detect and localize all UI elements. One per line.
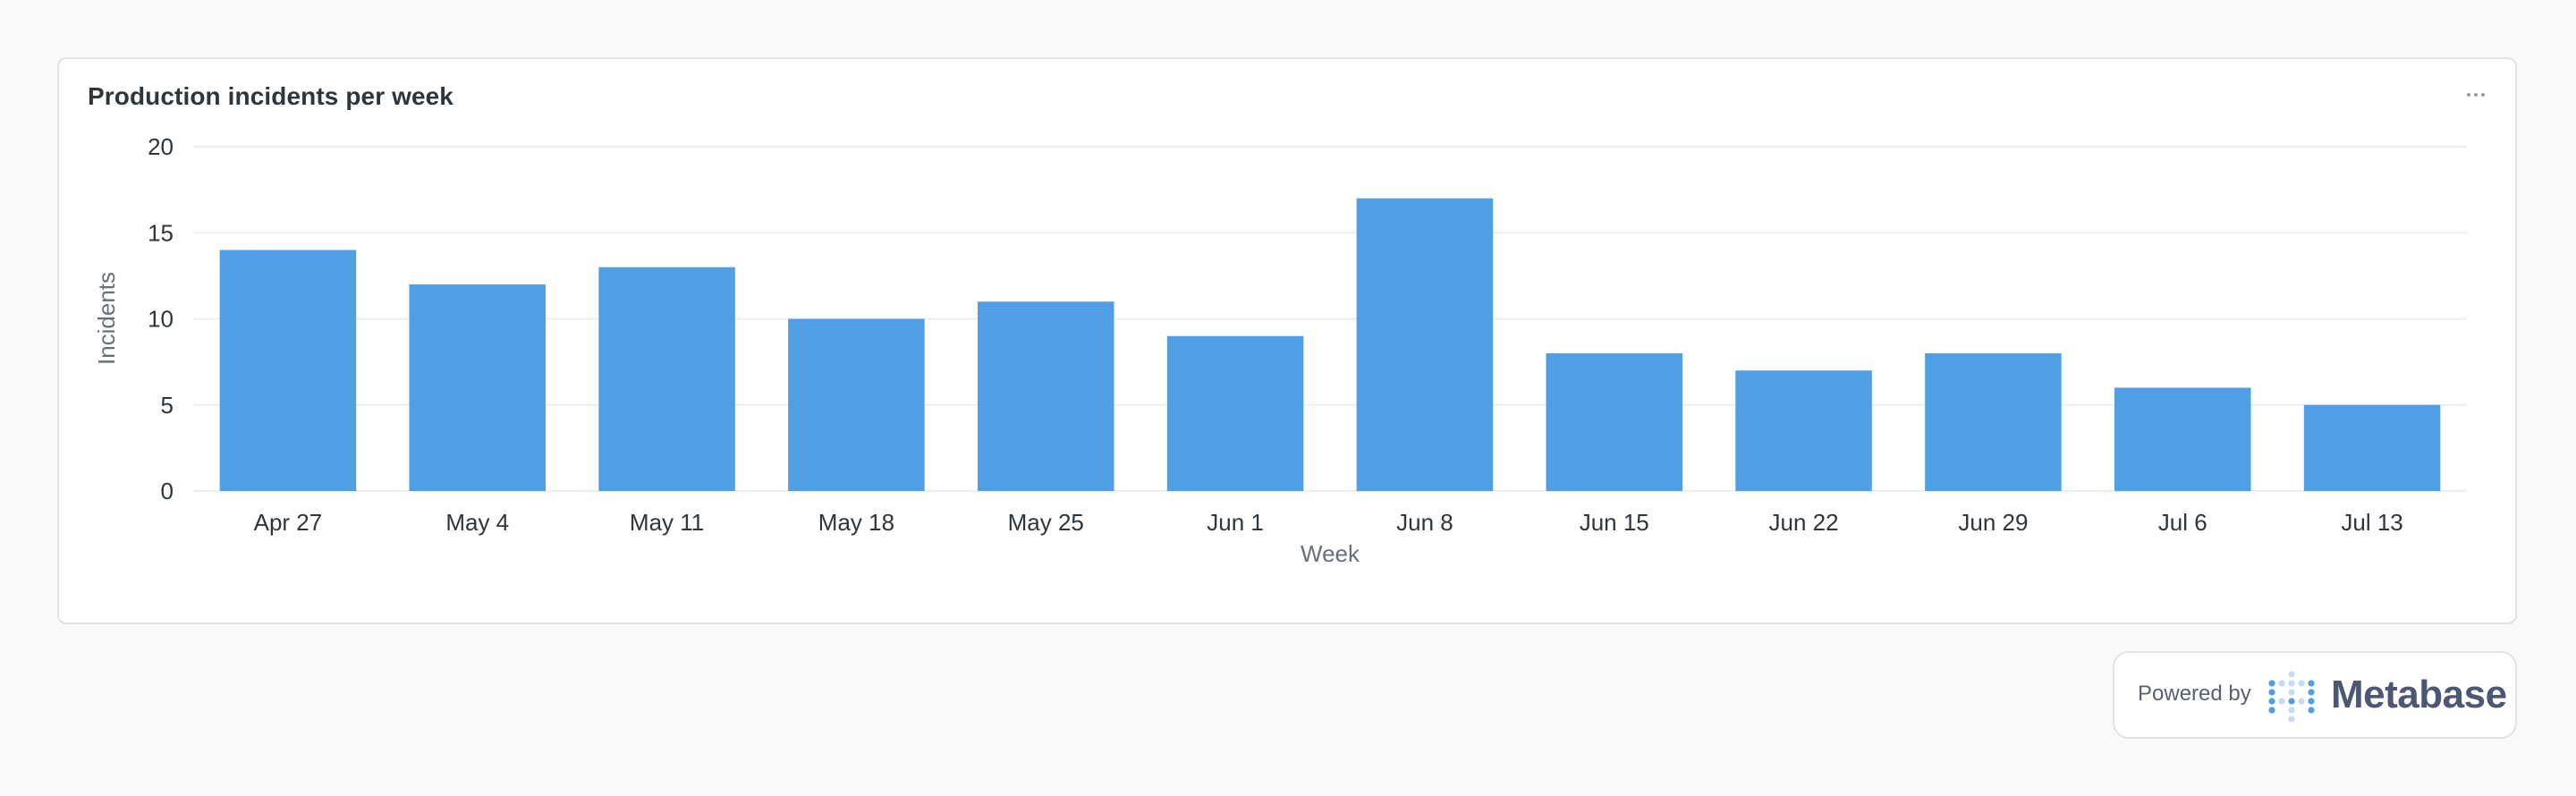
logo-dot [2308, 689, 2315, 696]
y-tick-label: 15 [148, 219, 174, 246]
logo-dot [2278, 680, 2285, 687]
y-tick-label: 5 [161, 392, 174, 419]
bar [1735, 370, 1872, 491]
x-tick-label: Jun 22 [1769, 509, 1839, 536]
bar [598, 267, 735, 491]
x-tick-label: Jul 13 [2341, 509, 2402, 536]
logo-dot [2268, 680, 2275, 687]
x-tick-label: Jul 6 [2158, 509, 2207, 536]
powered-by-label: Powered by [2138, 682, 2251, 706]
y-tick-label: 10 [148, 306, 174, 333]
bar [219, 250, 357, 491]
bar [1166, 335, 1304, 491]
logo-dot [2308, 698, 2315, 705]
x-tick-label: May 25 [1008, 509, 1084, 536]
logo-dot [2268, 689, 2275, 696]
x-tick-label: May 4 [445, 509, 509, 536]
logo-dot [2268, 707, 2275, 714]
logo-dot [2288, 671, 2295, 678]
x-tick-label: May 11 [630, 509, 704, 536]
logo-dot [2288, 707, 2295, 714]
bar [1925, 353, 2062, 491]
logo-dot [2308, 707, 2315, 714]
logo-dot [2298, 680, 2305, 687]
x-axis-label: Week [1301, 540, 1360, 567]
x-tick-label: Jun 1 [1207, 509, 1264, 536]
x-tick-label: Jun 8 [1396, 509, 1453, 536]
bar [977, 301, 1114, 491]
logo-dot [2268, 698, 2275, 705]
x-tick-label: Jun 29 [1958, 509, 2028, 536]
x-tick-label: Jun 15 [1580, 509, 1649, 536]
bar [1546, 353, 1683, 491]
more-options-icon[interactable] [2458, 77, 2494, 113]
metabase-logo-icon [2268, 671, 2315, 723]
logo-dot [2308, 680, 2315, 687]
bar [1356, 198, 1494, 491]
x-tick-label: Apr 27 [254, 509, 323, 536]
x-tick-label: May 18 [818, 509, 894, 536]
powered-by-badge[interactable]: Powered by Metabase [2113, 651, 2517, 739]
logo-dot [2288, 698, 2295, 705]
bar [2114, 387, 2251, 491]
logo-dot [2288, 680, 2295, 687]
logo-dot [2288, 689, 2295, 696]
logo-dot [2298, 698, 2305, 705]
y-tick-label: 20 [148, 133, 174, 160]
bar [788, 318, 925, 491]
brand-name: Metabase [2331, 673, 2507, 716]
bar [2303, 404, 2441, 491]
bar-chart: 0 5 10 15 20 Apr 27 May 4 May 11 May 18 May 25 Jun… [93, 133, 2467, 567]
card-title: Production incidents per week [88, 82, 453, 110]
y-axis-label: Incidents [93, 272, 120, 365]
y-tick-label: 0 [161, 478, 174, 504]
bar [409, 284, 547, 491]
logo-dot [2288, 716, 2295, 723]
chart-card: Production incidents per week 0 5 10 15 20 Ap… [57, 57, 2517, 624]
logo-dot [2278, 698, 2285, 705]
